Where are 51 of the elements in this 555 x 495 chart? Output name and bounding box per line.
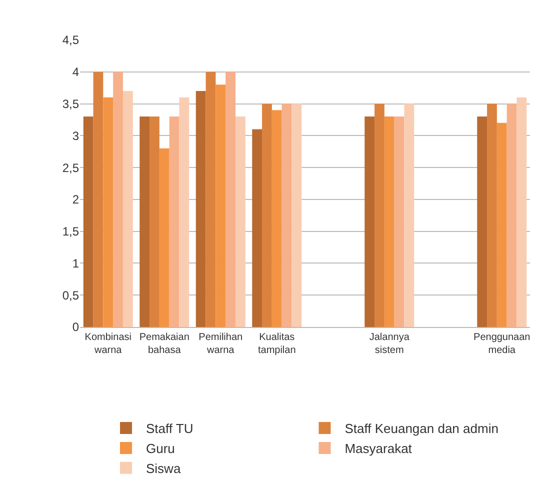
bar	[169, 116, 180, 327]
legend-label: Staff TU	[146, 421, 194, 436]
x-tick-label: Kombinasi warna	[84, 332, 132, 356]
x-tick-label: Pemilihan warna	[198, 332, 243, 356]
y-tick-label: 0,5	[62, 288, 80, 302]
bar	[216, 84, 226, 327]
bar	[394, 116, 404, 327]
bar	[206, 72, 216, 327]
bar	[282, 104, 292, 327]
y-tick-label: 4,5	[62, 33, 80, 48]
x-tick-label: Jalannya sistem	[369, 332, 410, 356]
y-tick-label: 3	[72, 128, 80, 143]
y-tick-label: 2,5	[62, 160, 80, 175]
bar	[252, 129, 262, 327]
bar	[83, 116, 94, 327]
bar	[516, 97, 527, 327]
x-tick-label: Penggunaan media	[474, 332, 530, 356]
bar	[384, 116, 394, 327]
bar	[235, 116, 246, 327]
bar	[374, 104, 384, 327]
x-tick-label: Kualitas tampilan	[258, 332, 296, 356]
bar	[122, 91, 133, 327]
bar	[140, 116, 150, 327]
bar	[179, 97, 190, 327]
bar	[226, 72, 236, 327]
bar	[196, 91, 206, 327]
y-tick-label: 2	[72, 192, 80, 207]
bar	[113, 72, 123, 327]
bar	[487, 104, 497, 327]
legend-label: Siswa	[146, 460, 182, 476]
bar	[103, 97, 114, 327]
bar	[292, 104, 302, 327]
bar	[159, 148, 170, 327]
y-tick-label: 3,5	[62, 96, 80, 111]
bar	[477, 116, 488, 327]
legend-label: Staff Keuangan dan admin	[344, 421, 498, 436]
bar	[496, 122, 507, 327]
legend-label: Guru	[146, 441, 175, 456]
bar	[506, 104, 517, 327]
bar	[364, 116, 375, 327]
bar	[262, 104, 272, 327]
x-tick-label: Pemakaian bahasa	[139, 332, 190, 356]
bar	[150, 116, 160, 327]
y-tick-label: 0	[72, 320, 80, 334]
y-tick-label: 1,5	[62, 224, 80, 239]
bar	[404, 104, 414, 327]
legend-label: Masyarakat	[344, 441, 412, 456]
bar	[272, 110, 282, 327]
bar	[93, 72, 104, 327]
y-tick-label: 1	[72, 256, 80, 270]
y-tick-label: 4	[72, 65, 80, 80]
